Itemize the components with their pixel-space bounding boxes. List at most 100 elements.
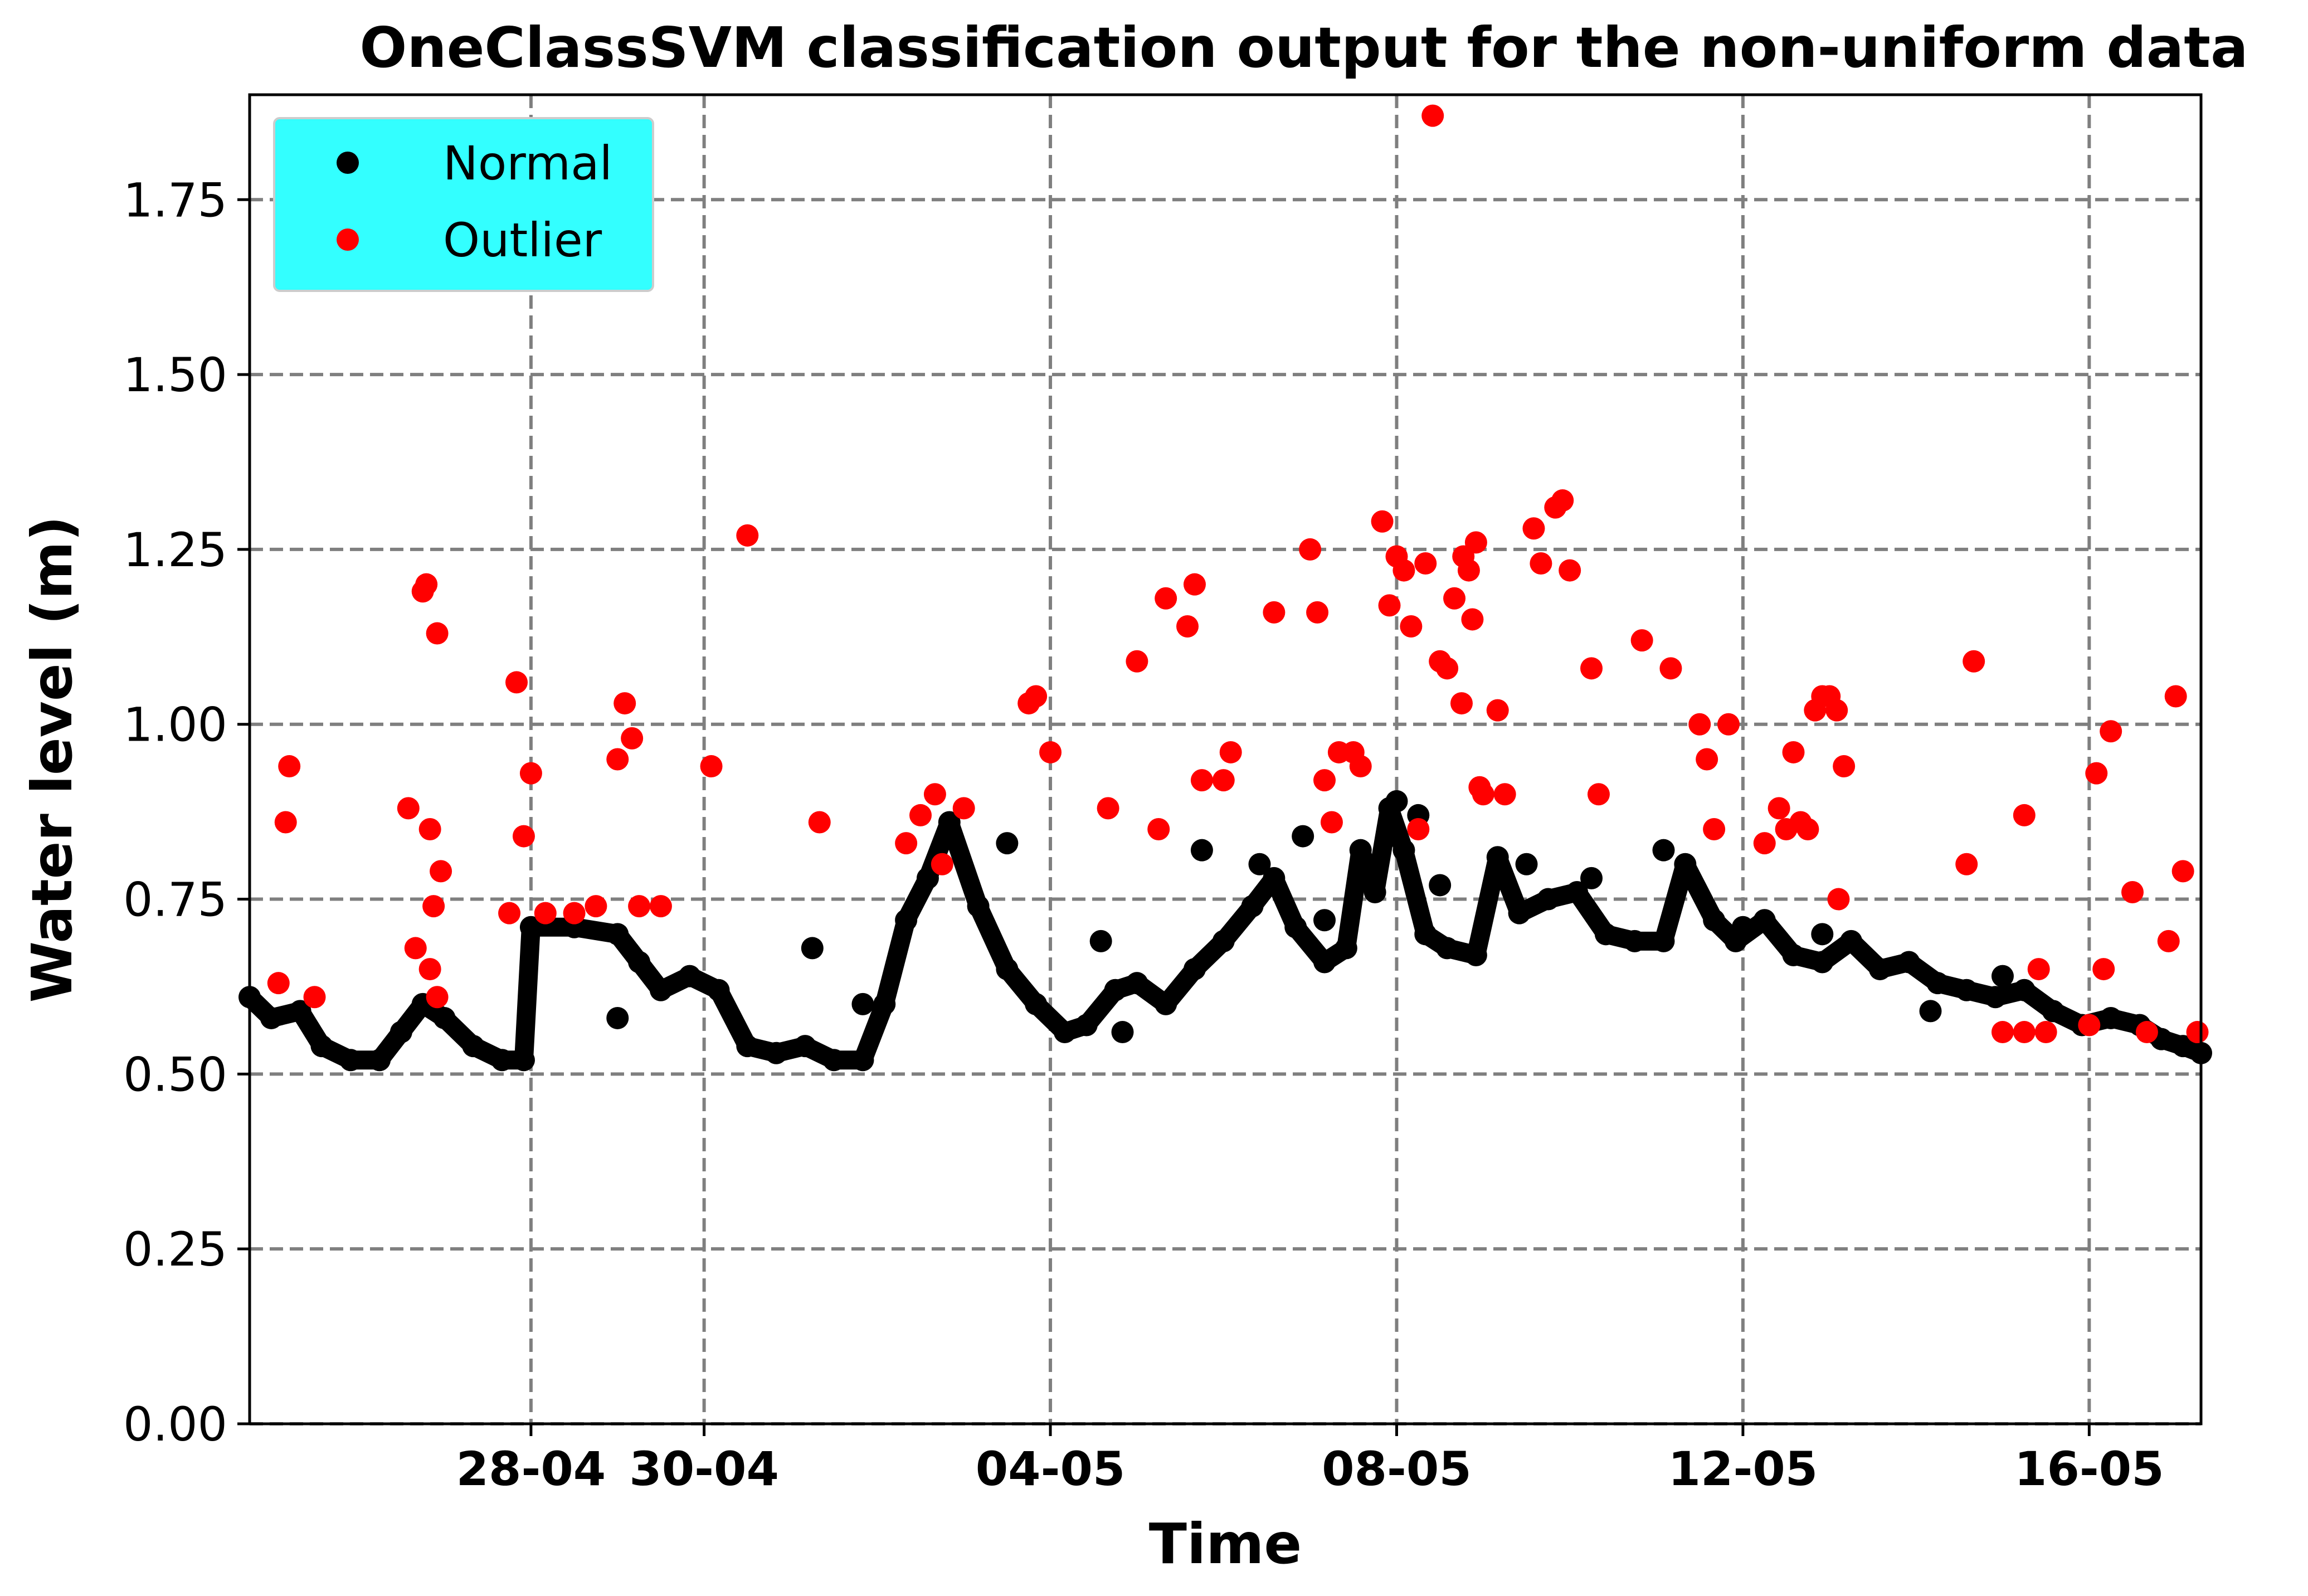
outlier-point [1472,783,1494,806]
outlier-point [1827,888,1850,911]
outlier-point [2121,881,2144,903]
outlier-point [1126,650,1148,673]
outlier-point [1782,741,1805,763]
normal-point [1313,951,1336,974]
legend: Normal Outlier [273,117,654,292]
normal-point [1753,909,1776,932]
outlier-point [2013,804,2036,826]
normal-point [851,992,874,1015]
normal-point [1464,943,1487,966]
outlier-point [923,783,946,806]
normal-point [512,1049,535,1072]
y-axis: 0.00 0.25 0.50 0.75 1.00 1.25 1.50 1.75 [123,173,250,1452]
y-tick-label: 1.00 [123,698,227,752]
outlier-point [2171,860,2194,883]
outlier-point [1991,1021,2014,1044]
outlier-point [1190,769,1213,792]
outlier-point [1183,573,1206,596]
normal-point [462,1035,485,1058]
normal-point [1190,839,1213,862]
normal-point [2100,1006,2122,1029]
outlier-point [628,895,651,918]
outlier-point [274,811,297,834]
outlier-point [1313,769,1336,792]
normal-point [1335,937,1357,960]
normal-point [1594,923,1617,946]
outlier-point [1212,769,1235,792]
normal-point [678,965,701,987]
normal-point [793,1035,816,1058]
normal-point [1955,979,1978,1001]
normal-point [1508,902,1531,924]
chart-title: OneClassSVM classification output for th… [359,15,2248,80]
outlier-point [1486,699,1509,722]
outlier-point [1767,797,1790,820]
normal-point [1811,923,1834,946]
legend-marker [337,152,359,174]
outlier-point [505,671,528,694]
normal-point [707,979,730,1001]
outlier-point [1559,559,1581,582]
outlier-point [1796,818,1819,841]
y-tick-label: 0.00 [123,1397,227,1452]
outlier-point [585,895,607,918]
normal-point [1111,1021,1134,1044]
normal-point [1580,867,1603,889]
normal-point [1364,881,1386,903]
outlier-point [426,986,449,1009]
outlier-point [1457,559,1480,582]
outlier-point [519,762,542,785]
normal-point [1674,853,1697,875]
outlier-point [1522,517,1545,540]
outlier-point [2100,720,2122,743]
outlier-point [267,972,290,995]
normal-point [649,979,672,1001]
outlier-point [1825,699,1848,722]
outlier-point [1955,853,1978,875]
outlier-point [1443,587,1466,610]
normal-point [1241,895,1264,918]
plot-area [238,104,2212,1072]
outlier-point [909,804,932,826]
outlier-point [1039,741,1062,763]
outlier-point [1659,657,1682,680]
outlier-point [1630,629,1653,652]
outlier-point [1097,797,1119,820]
y-axis-label: Water level (m) [20,516,85,1003]
outlier-point [613,692,636,715]
outlier-point [1587,783,1610,806]
outlier-point [1299,538,1322,561]
normal-point [996,958,1019,981]
normal-point [1155,992,1177,1015]
normal-point [916,867,939,889]
outlier-point [2186,1021,2209,1044]
y-tick-label: 1.25 [123,523,227,577]
outlier-point [1371,510,1394,533]
outlier-point [1400,615,1423,638]
normal-point [996,832,1019,855]
outlier-point [397,797,420,820]
normal-point [1292,825,1314,848]
normal-point [1053,1021,1076,1044]
outlier-point [1219,741,1242,763]
normal-point [2013,979,2036,1001]
normal-point [289,1000,311,1023]
normal-point [1703,909,1726,932]
x-tick-label: 28-04 [456,1442,606,1496]
outlier-point [430,860,452,883]
outlier-point [1703,818,1726,841]
outlier-point [418,818,441,841]
outlier-point [426,622,449,645]
legend-box [273,117,654,292]
outlier-point [895,832,918,855]
outlier-point [2164,685,2187,708]
legend-marker [337,228,359,251]
grid [250,95,2201,1425]
outlier-point [1320,811,1343,834]
normal-point [1263,867,1286,889]
normal-point [1212,930,1235,952]
normal-point [736,1035,759,1058]
normal-point [1868,958,1891,981]
outlier-point [534,902,557,924]
outlier-point [2078,1014,2101,1037]
